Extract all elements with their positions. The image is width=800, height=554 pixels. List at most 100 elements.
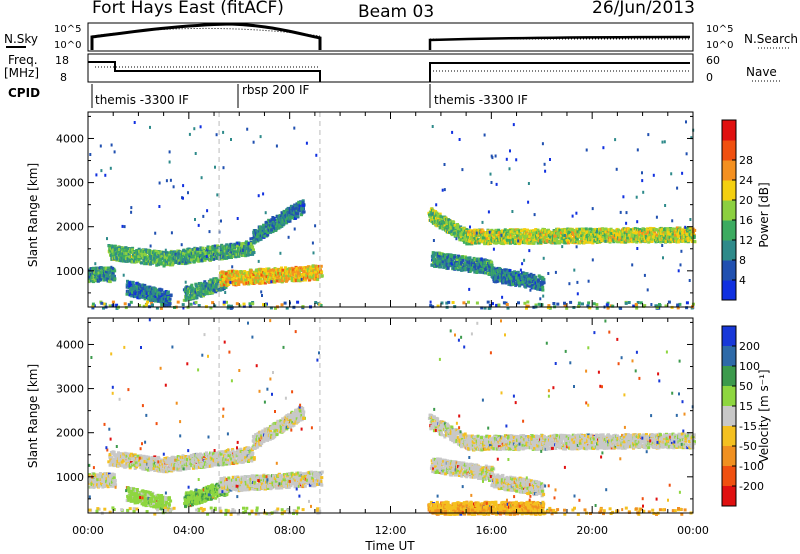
- scatter-cell: [108, 279, 111, 283]
- scatter-cell: [141, 283, 145, 287]
- scatter-cell: [578, 227, 582, 231]
- scatter-cell: [142, 250, 146, 254]
- scatter-cell: [290, 279, 294, 283]
- scatter-cell: [142, 259, 146, 263]
- scatter-cell: [317, 264, 321, 268]
- scatter-cell: [234, 279, 238, 283]
- scatter-cell: [137, 283, 141, 287]
- scatter-cell: [265, 229, 269, 233]
- scatter-cell: [272, 269, 276, 272]
- scatter-cell: [591, 238, 595, 242]
- scatter-cell: [575, 237, 579, 241]
- scatter-cell: [168, 302, 172, 306]
- scatter-cell: [278, 215, 282, 219]
- scatter-cell: [262, 268, 265, 271]
- scatter-cell: [451, 224, 455, 228]
- scatter-cell: [500, 237, 504, 241]
- scatter-cell: [627, 234, 631, 238]
- scatter-cell: [495, 233, 499, 237]
- scatter-cell: [532, 229, 536, 233]
- scatter-cell: [316, 277, 320, 281]
- scatter-cell: [247, 278, 251, 282]
- scatter-cell: [167, 295, 171, 299]
- scatter-cell: [143, 256, 147, 260]
- scatter-cell: [468, 239, 472, 243]
- scatter-cell: [673, 227, 677, 231]
- scatter-cell: [199, 281, 203, 285]
- scatter-cell: [313, 269, 317, 272]
- scatter-cell: [197, 257, 201, 261]
- scatter-cell: [115, 257, 119, 261]
- scatter-cell: [534, 228, 538, 231]
- scatter-cell: [595, 237, 598, 241]
- scatter-cell: [195, 296, 199, 300]
- scatter-cell: [236, 244, 240, 248]
- scatter-cell: [479, 238, 483, 242]
- scatter-cell: [101, 274, 105, 277]
- scatter-cell: [434, 214, 438, 218]
- figure-title: Fort Hays East (fitACF): [92, 0, 284, 18]
- scatter-cell: [124, 246, 128, 250]
- scatter-cell: [549, 235, 553, 239]
- scatter-cell: [604, 227, 608, 231]
- scatter-cell: [288, 211, 292, 214]
- scatter-cell: [169, 262, 173, 266]
- scatter-cell: [681, 239, 685, 243]
- scatter-cell: [440, 218, 444, 221]
- scatter-cell: [650, 237, 654, 241]
- scatter-cell: [132, 253, 136, 257]
- scatter-cell: [251, 237, 255, 240]
- scatter-cell: [170, 263, 174, 267]
- scatter-cell: [243, 270, 247, 273]
- scatter-cell: [460, 236, 464, 240]
- scatter-cell: [563, 231, 567, 235]
- scatter-cell: [137, 293, 141, 297]
- scatter-cell: [630, 240, 634, 244]
- scatter-cell: [617, 238, 621, 242]
- scatter-cell: [688, 231, 692, 234]
- scatter-cell: [462, 240, 466, 244]
- scatter-cell: [113, 249, 117, 253]
- scatter-cell: [133, 286, 136, 290]
- scatter-cell: [208, 280, 212, 284]
- scatter-cell: [669, 237, 673, 241]
- scatter-cell: [214, 256, 218, 260]
- scatter-cell: [621, 229, 625, 233]
- scatter-cell: [239, 246, 243, 250]
- scatter-cell: [265, 275, 269, 279]
- scatter-cell: [114, 252, 118, 256]
- scatter-cell: [118, 248, 121, 251]
- scatter-cell: [468, 242, 471, 246]
- scatter-cell: [301, 199, 305, 203]
- scatter-cell: [623, 228, 627, 232]
- scatter-cell: [431, 258, 434, 262]
- scatter-cell: [309, 271, 313, 275]
- scatter-cell: [682, 229, 685, 233]
- scatter-cell: [163, 252, 167, 256]
- noise-tick-low-left: 10^0: [54, 40, 81, 51]
- scatter-cell: [103, 278, 107, 282]
- scatter-cell: [161, 292, 165, 296]
- scatter-cell: [262, 223, 265, 227]
- scatter-cell: [190, 256, 194, 260]
- scatter-cell: [311, 267, 315, 271]
- scatter-cell: [668, 228, 672, 232]
- scatter-cell: [558, 241, 562, 245]
- scatter-cell: [477, 241, 481, 245]
- scatter-cell: [260, 225, 264, 229]
- scatter-cell: [143, 283, 147, 287]
- scatter-cell: [185, 288, 189, 292]
- scatter-cell: [125, 252, 129, 256]
- scatter-cell: [142, 290, 146, 294]
- scatter-cell: [297, 270, 301, 274]
- scatter-cell: [100, 266, 104, 270]
- scatter-cell: [635, 240, 639, 244]
- scatter-cell: [252, 239, 256, 243]
- scatter-cell: [559, 231, 563, 234]
- scatter-cell: [150, 254, 154, 258]
- scatter-cell: [190, 283, 194, 287]
- scatter-cell: [607, 228, 611, 232]
- scatter-cell: [236, 247, 240, 251]
- scatter-cell: [216, 278, 220, 282]
- scatter-cell: [511, 238, 515, 242]
